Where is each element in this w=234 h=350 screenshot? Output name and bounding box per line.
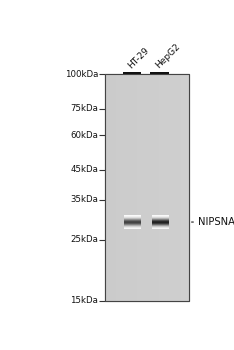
Text: HepG2: HepG2: [154, 42, 182, 70]
Bar: [150, 72, 169, 75]
Bar: [123, 72, 141, 75]
Text: HT-29: HT-29: [127, 46, 151, 70]
Text: 35kDa: 35kDa: [70, 195, 98, 204]
Bar: [106, 74, 189, 301]
Bar: [106, 74, 189, 301]
Text: 60kDa: 60kDa: [70, 131, 98, 140]
Text: NIPSNAP1: NIPSNAP1: [198, 217, 234, 227]
Text: 100kDa: 100kDa: [65, 70, 98, 79]
Text: 15kDa: 15kDa: [70, 296, 98, 305]
Text: 45kDa: 45kDa: [70, 165, 98, 174]
Text: 75kDa: 75kDa: [70, 104, 98, 113]
Text: 25kDa: 25kDa: [70, 235, 98, 244]
